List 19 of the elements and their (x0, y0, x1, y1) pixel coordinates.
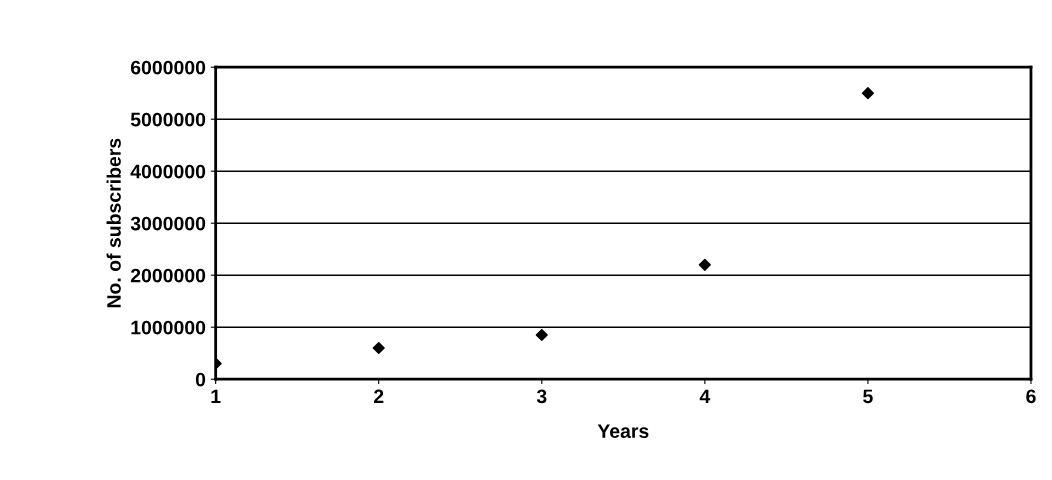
point (535, 328, 548, 342)
x-tick-label: 1 (211, 389, 221, 404)
y-tick-label: 1000000 (131, 320, 206, 335)
y-tick-label: 5000000 (130, 112, 206, 127)
x-tick-label: 5 (863, 389, 873, 404)
x-tick-label: 3 (536, 389, 547, 404)
y-tick-label: 0 (195, 372, 206, 387)
y-tick-label: 3000000 (130, 216, 206, 231)
point (372, 341, 385, 355)
x-tick-label: 6 (1026, 389, 1036, 404)
point (861, 87, 874, 100)
x-tick-label: 4 (699, 389, 711, 404)
y-tick-label: 4000000 (130, 164, 206, 179)
y-tick-label: 6000000 (130, 60, 206, 75)
x-tick-label: 2 (373, 389, 384, 404)
point (698, 258, 711, 271)
x-axis-title: Years (597, 424, 649, 438)
y-axis-title: No. of subscribers (106, 138, 121, 308)
y-tick-label: 2000000 (130, 268, 206, 283)
